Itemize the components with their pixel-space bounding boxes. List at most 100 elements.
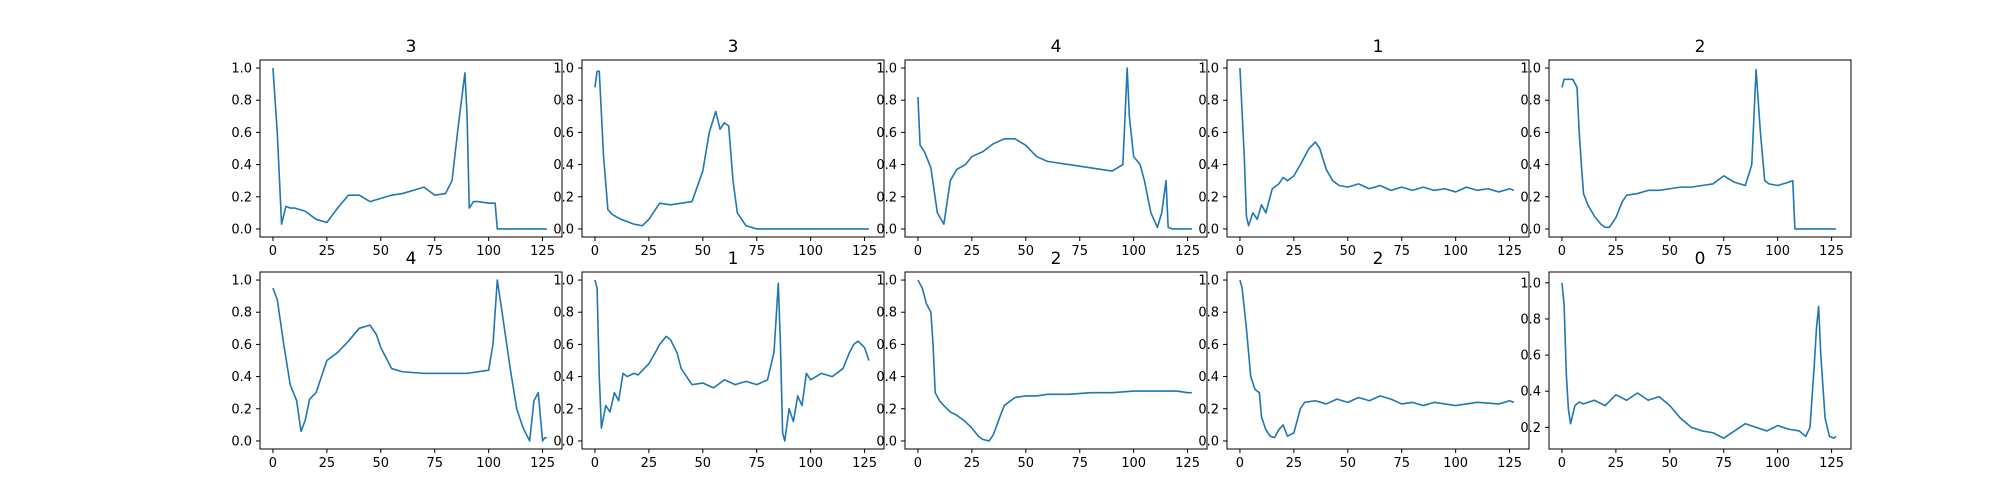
x-tick-label: 25	[319, 456, 336, 471]
x-tick-label: 25	[641, 244, 658, 259]
y-tick-label: 0.0	[553, 222, 574, 237]
x-tick-label: 100	[798, 244, 823, 259]
x-tick-label: 25	[1286, 456, 1303, 471]
y-tick-label: 0.8	[1198, 94, 1219, 109]
y-tick-label: 0.4	[231, 158, 252, 173]
y-tick-label: 0.4	[1520, 158, 1541, 173]
y-tick-label: 0.6	[1198, 126, 1219, 141]
series-line	[1239, 68, 1515, 227]
y-tick-label: 0.8	[553, 94, 574, 109]
y-tick-label: 0.8	[876, 94, 897, 109]
subplot-9: 0 25 50 75 100 125 0.0 0.2 0.4 0.6 0.8 1.0 2	[1198, 249, 1530, 471]
x-tick-label: 100	[1443, 456, 1468, 471]
y-tick-label: 0.2	[1520, 421, 1541, 436]
x-tick-label: 25	[964, 244, 981, 259]
x-tick-label: 75	[426, 244, 443, 259]
x-tick-label: 50	[695, 456, 712, 471]
x-tick-label: 0	[591, 456, 599, 471]
y-tick-label: 0.8	[876, 306, 897, 321]
subplot-7: 0 25 50 75 100 125 0.0 0.2 0.4 0.6 0.8 1.0 1	[553, 249, 885, 471]
x-tick-label: 100	[798, 456, 823, 471]
y-tick-label: 0.0	[1198, 434, 1219, 449]
axes-frame	[581, 271, 885, 450]
y-tick-label: 1.0	[1198, 274, 1219, 289]
x-tick-label: 0	[1558, 244, 1566, 259]
x-tick-label: 0	[269, 456, 277, 471]
x-tick-label: 0	[1236, 456, 1244, 471]
x-tick-label: 50	[1662, 456, 1679, 471]
y-tick-label: 0.2	[1198, 402, 1219, 417]
x-tick-label: 75	[1071, 244, 1088, 259]
x-tick-label: 125	[530, 244, 555, 259]
x-tick-label: 0	[914, 456, 922, 471]
axes-frame	[259, 271, 563, 450]
x-tick-label: 50	[373, 244, 390, 259]
y-tick-label: 0.4	[553, 158, 574, 173]
y-tick-label: 1.0	[1520, 276, 1541, 291]
y-tick-label: 1.0	[231, 62, 252, 77]
x-tick-label: 125	[1819, 456, 1844, 471]
x-tick-label: 75	[1715, 244, 1732, 259]
x-tick-label: 50	[1340, 456, 1357, 471]
x-tick-label: 125	[1175, 456, 1200, 471]
x-tick-label: 75	[1715, 456, 1732, 471]
y-tick-label: 0.2	[553, 190, 574, 205]
subplot-title: 3	[728, 37, 739, 57]
y-tick-label: 0.2	[553, 402, 574, 417]
y-tick-label: 0.0	[1520, 222, 1541, 237]
x-tick-label: 125	[1497, 456, 1522, 471]
subplot-title: 1	[1373, 37, 1384, 57]
y-tick-label: 0.4	[1198, 158, 1219, 173]
x-tick-label: 25	[641, 456, 658, 471]
x-tick-label: 50	[1340, 244, 1357, 259]
series-line	[1561, 282, 1837, 439]
y-tick-label: 1.0	[231, 274, 252, 289]
y-tick-label: 0.8	[553, 306, 574, 321]
y-tick-label: 0.0	[231, 222, 252, 237]
y-tick-label: 0.2	[231, 402, 252, 417]
y-tick-label: 1.0	[876, 274, 897, 289]
y-tick-label: 0.6	[1520, 126, 1541, 141]
y-tick-label: 0.0	[1198, 222, 1219, 237]
series-line	[272, 67, 547, 230]
x-tick-label: 25	[1286, 244, 1303, 259]
series-line	[1239, 279, 1515, 439]
series-line	[1561, 68, 1836, 230]
x-tick-label: 25	[1608, 244, 1625, 259]
y-tick-label: 0.4	[1520, 385, 1541, 400]
axes-frame	[581, 59, 885, 238]
y-tick-label: 0.6	[553, 126, 574, 141]
x-tick-label: 100	[1765, 244, 1790, 259]
axes-frame	[904, 59, 1208, 238]
y-tick-label: 0.4	[553, 370, 574, 385]
y-tick-label: 0.0	[553, 434, 574, 449]
x-tick-label: 0	[914, 244, 922, 259]
x-tick-label: 125	[530, 456, 555, 471]
x-tick-label: 50	[1018, 456, 1035, 471]
y-tick-label: 0.2	[1198, 190, 1219, 205]
y-tick-label: 0.8	[231, 306, 252, 321]
axes-frame	[1548, 271, 1852, 450]
subplot-title: 2	[1373, 249, 1384, 269]
subplot-3: 0 25 50 75 100 125 0.0 0.2 0.4 0.6 0.8 1.0 4	[876, 37, 1208, 259]
subplot-6: 0 25 50 75 100 125 0.0 0.2 0.4 0.6 0.8 1.0 4	[231, 249, 563, 471]
y-tick-label: 0.0	[876, 222, 897, 237]
y-tick-label: 1.0	[553, 62, 574, 77]
x-tick-label: 75	[748, 244, 765, 259]
x-tick-label: 100	[476, 244, 501, 259]
x-tick-label: 125	[1819, 244, 1844, 259]
subplot-1: 0 25 50 75 100 125 0.0 0.2 0.4 0.6 0.8 1.0 3	[231, 37, 563, 259]
x-tick-label: 75	[1393, 456, 1410, 471]
x-tick-label: 100	[1443, 244, 1468, 259]
x-tick-label: 100	[476, 456, 501, 471]
y-tick-label: 0.2	[1520, 190, 1541, 205]
y-tick-label: 0.4	[1198, 370, 1219, 385]
series-line	[917, 67, 1192, 230]
x-tick-label: 125	[1175, 244, 1200, 259]
axes-frame	[1548, 59, 1852, 238]
x-tick-label: 75	[1393, 244, 1410, 259]
x-tick-label: 100	[1765, 456, 1790, 471]
y-tick-label: 0.8	[231, 94, 252, 109]
axes-frame	[1226, 271, 1530, 450]
